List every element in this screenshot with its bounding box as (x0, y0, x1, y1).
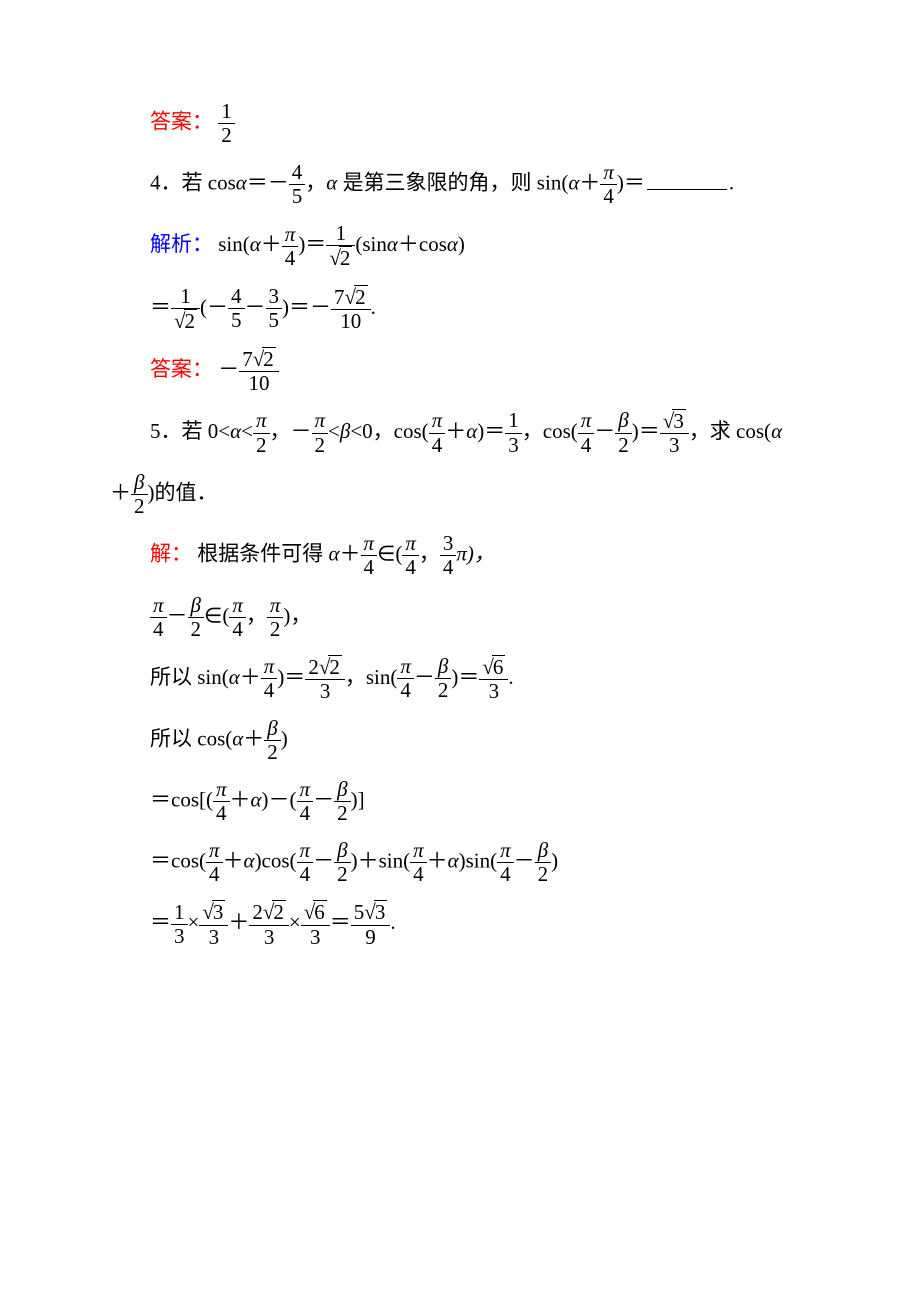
p3-answer-frac: 1 2 (218, 100, 235, 147)
p5-sol-l7: ＝13×√33＋2√23×√63＝5√39. (110, 900, 810, 948)
analysis-label: 解析： (150, 232, 213, 256)
p4-statement: 4．若 cosα＝－45，α 是第三象限的角，则 sin(α＋π4)＝. (110, 161, 810, 208)
p5-sol-l3: 所以 sin(α＋π4)＝2√23，sin(π4－β2)＝√63. (110, 655, 810, 703)
p5-sol-l4: 所以 cos(α＋β2) (110, 717, 810, 764)
p5-statement-l2: ＋β2)的值． (110, 471, 810, 518)
p4-analysis-l1: 解析： sin(α＋π4)＝1√2(sinα＋cosα) (110, 222, 810, 270)
answer-label: 答案： (150, 109, 213, 133)
p5-sol-l1: 解： 根据条件可得 α＋π4∈(π4，34π)， (110, 532, 810, 579)
p4-analysis-l2: ＝1√2(－45－35)＝－7√210. (110, 285, 810, 333)
p5-sol-l5: ＝cos[(π4＋α)－(π4－β2)] (110, 778, 810, 825)
fill-blank (647, 189, 727, 190)
p3-answer-line: 答案： 1 2 (110, 100, 810, 147)
document-page: 答案： 1 2 4．若 cosα＝－45，α 是第三象限的角，则 sin(α＋π… (0, 0, 920, 1302)
answer-label: 答案： (150, 357, 213, 381)
p4-answer-line: 答案： －7√210 (110, 347, 810, 395)
p5-statement-l1: 5．若 0<α<π2，－π2<β<0，cos(π4＋α)＝13，cos(π4－β… (110, 409, 810, 457)
p5-sol-l6: ＝cos(π4＋α)cos(π4－β2)＋sin(π4＋α)sin(π4－β2) (110, 839, 810, 886)
p5-sol-l2: π4－β2∈(π4，π2)， (110, 594, 810, 641)
solve-label: 解： (150, 542, 192, 566)
